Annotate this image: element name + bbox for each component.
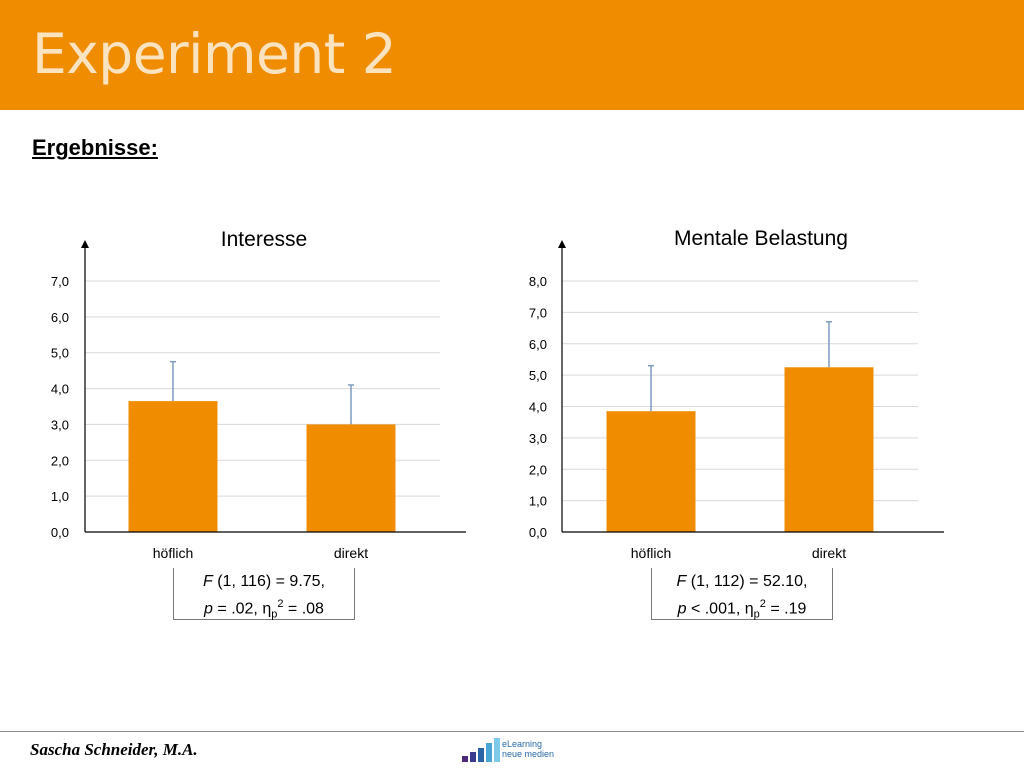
bar (606, 411, 696, 532)
chart-title: Mentale Belastung (674, 227, 848, 250)
logo-bar (462, 756, 468, 762)
y-tick-label: 5,0 (529, 368, 547, 383)
stats-line-2: p = .02, ηp2 = .08 (204, 598, 324, 621)
y-tick-label: 2,0 (529, 462, 547, 477)
chart-mentale-belastung: Mentale Belastung 0,0 1,0 2,0 3,0 4,0 5,0 6,0 7,… (529, 227, 944, 561)
y-tick-label: 2,0 (51, 453, 69, 468)
y-tick-label: 1,0 (51, 489, 69, 504)
stats-line-1: F (1, 112) = 52.10, (676, 573, 808, 590)
y-tick-label: 4,0 (529, 400, 547, 415)
y-axis-arrow-icon (81, 240, 89, 248)
stats-box-interesse: F (1, 116) = 9.75, p = .02, ηp2 = .08 (173, 568, 355, 621)
x-tick-label: höflich (631, 545, 671, 561)
x-tick-label: direkt (812, 545, 846, 561)
y-tick-label: 7,0 (51, 274, 69, 289)
y-tick-label: 4,0 (51, 382, 69, 397)
logo-bar (494, 738, 500, 762)
header-bar (0, 0, 1024, 110)
logo-bar (478, 748, 484, 762)
y-tick-label: 5,0 (51, 346, 69, 361)
slide-title: Experiment 2 (32, 22, 397, 86)
section-heading: Ergebnisse: (32, 135, 158, 160)
bar (128, 401, 218, 532)
footer-author: Sascha Schneider, M.A. (30, 740, 198, 759)
logo-bar (486, 743, 492, 762)
logo-bar (470, 752, 476, 762)
y-tick-label: 3,0 (51, 417, 69, 432)
chart-title: Interesse (221, 228, 307, 251)
bar-chart-logo-icon: eLearning neue medien (462, 736, 562, 762)
bar (784, 367, 874, 532)
y-axis-arrow-icon (558, 240, 566, 248)
y-tick-label: 6,0 (529, 337, 547, 352)
y-tick-label: 7,0 (529, 305, 547, 320)
stats-line-1: F (1, 116) = 9.75, (203, 573, 325, 590)
y-tick-label: 1,0 (529, 494, 547, 509)
stats-line-2: p < .001, ηp2 = .19 (677, 598, 807, 621)
bar (306, 424, 396, 532)
y-tick-label: 6,0 (51, 310, 69, 325)
y-tick-label: 8,0 (529, 274, 547, 289)
y-tick-label: 0,0 (529, 525, 547, 540)
stats-box-mentale-belastung: F (1, 112) = 52.10, p < .001, ηp2 = .19 (651, 568, 833, 621)
y-tick-label: 0,0 (51, 525, 69, 540)
x-tick-label: direkt (334, 545, 368, 561)
y-tick-label: 3,0 (529, 431, 547, 446)
x-tick-label: höflich (153, 545, 193, 561)
chart-interesse: Interesse 0,0 1,0 2,0 3,0 4,0 5,0 6,0 7,0 höflich… (51, 228, 466, 561)
logo-text: eLearning neue medien (502, 739, 555, 759)
footer-divider (0, 731, 1024, 732)
